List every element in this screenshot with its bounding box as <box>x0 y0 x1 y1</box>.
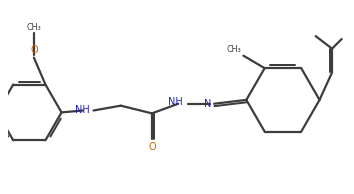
Text: N: N <box>204 99 212 109</box>
Text: O: O <box>148 142 156 152</box>
Text: NH: NH <box>75 105 90 114</box>
Text: O: O <box>30 45 38 55</box>
Text: NH: NH <box>168 97 183 107</box>
Text: CH₃: CH₃ <box>27 23 41 32</box>
Text: CH₃: CH₃ <box>226 45 241 54</box>
